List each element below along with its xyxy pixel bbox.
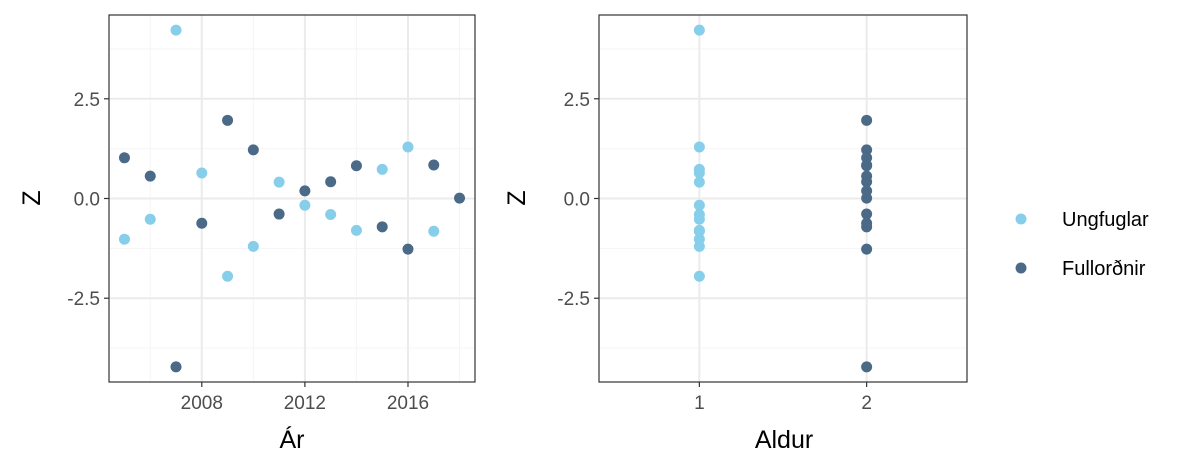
x-axis-title: Aldur [755, 426, 813, 454]
data-point [861, 114, 873, 126]
data-point [693, 141, 705, 153]
y-tick-label: 0.0 [74, 190, 100, 211]
data-point [402, 243, 414, 255]
data-point [350, 224, 362, 236]
data-point [247, 144, 259, 156]
data-point [693, 225, 705, 237]
data-point [273, 176, 285, 188]
data-point [196, 217, 208, 229]
data-point [693, 163, 705, 175]
data-point [693, 240, 705, 252]
x-tick-label: 2012 [284, 393, 326, 414]
data-point [693, 199, 705, 211]
y-tick-label: 2.5 [74, 90, 100, 111]
x-tick-label: 2016 [387, 393, 429, 414]
y-tick-label: 0.0 [564, 190, 590, 211]
data-point [170, 24, 182, 36]
legend: Ungfuglar Fullorðnir [1015, 209, 1149, 280]
data-point [299, 199, 311, 211]
data-point [247, 240, 259, 252]
data-point [170, 361, 182, 373]
data-point [861, 221, 873, 233]
y-axis-title: Z [503, 190, 531, 205]
data-point [196, 167, 208, 179]
data-point [222, 270, 234, 282]
data-point [376, 163, 388, 175]
legend-label-fullordnir: Fullorðnir [1062, 258, 1146, 280]
data-point [144, 213, 156, 225]
legend-label-ungfuglar: Ungfuglar [1062, 209, 1149, 231]
data-point [693, 176, 705, 188]
y-tick-label: 2.5 [564, 90, 590, 111]
data-point [118, 152, 130, 164]
data-point [273, 208, 285, 220]
data-point [118, 233, 130, 245]
x-tick-label: 2 [861, 393, 872, 414]
data-point [222, 114, 234, 126]
data-point [861, 159, 873, 171]
data-point [325, 208, 337, 220]
data-point [454, 192, 466, 204]
data-point [861, 361, 873, 373]
data-point [299, 185, 311, 197]
legend-key-fullordnir [1015, 262, 1027, 274]
y-tick-label: -2.5 [557, 289, 590, 310]
x-tick-label: 1 [694, 393, 705, 414]
legend-key-ungfuglar [1015, 213, 1027, 225]
data-point [861, 176, 873, 188]
x-axis-title: Ár [280, 425, 305, 454]
data-point [428, 225, 440, 237]
panel-year: -2.5 0.0 2.5 2008 2012 2016 Ár Z [18, 14, 476, 454]
panel-age: -2.5 0.0 2.5 1 2 Aldur Z [503, 14, 968, 454]
y-axis-title: Z [18, 190, 46, 205]
x-tick-label: 2008 [181, 393, 223, 414]
data-point [861, 208, 873, 220]
data-point [402, 141, 414, 153]
data-point [144, 170, 156, 182]
data-point [693, 24, 705, 36]
data-point [376, 221, 388, 233]
data-point [693, 208, 705, 220]
data-point [428, 159, 440, 171]
data-point [693, 270, 705, 282]
data-point [861, 243, 873, 255]
data-point [350, 160, 362, 172]
data-point [861, 192, 873, 204]
y-tick-label: -2.5 [67, 289, 100, 310]
data-point [325, 176, 337, 188]
data-point [861, 144, 873, 156]
